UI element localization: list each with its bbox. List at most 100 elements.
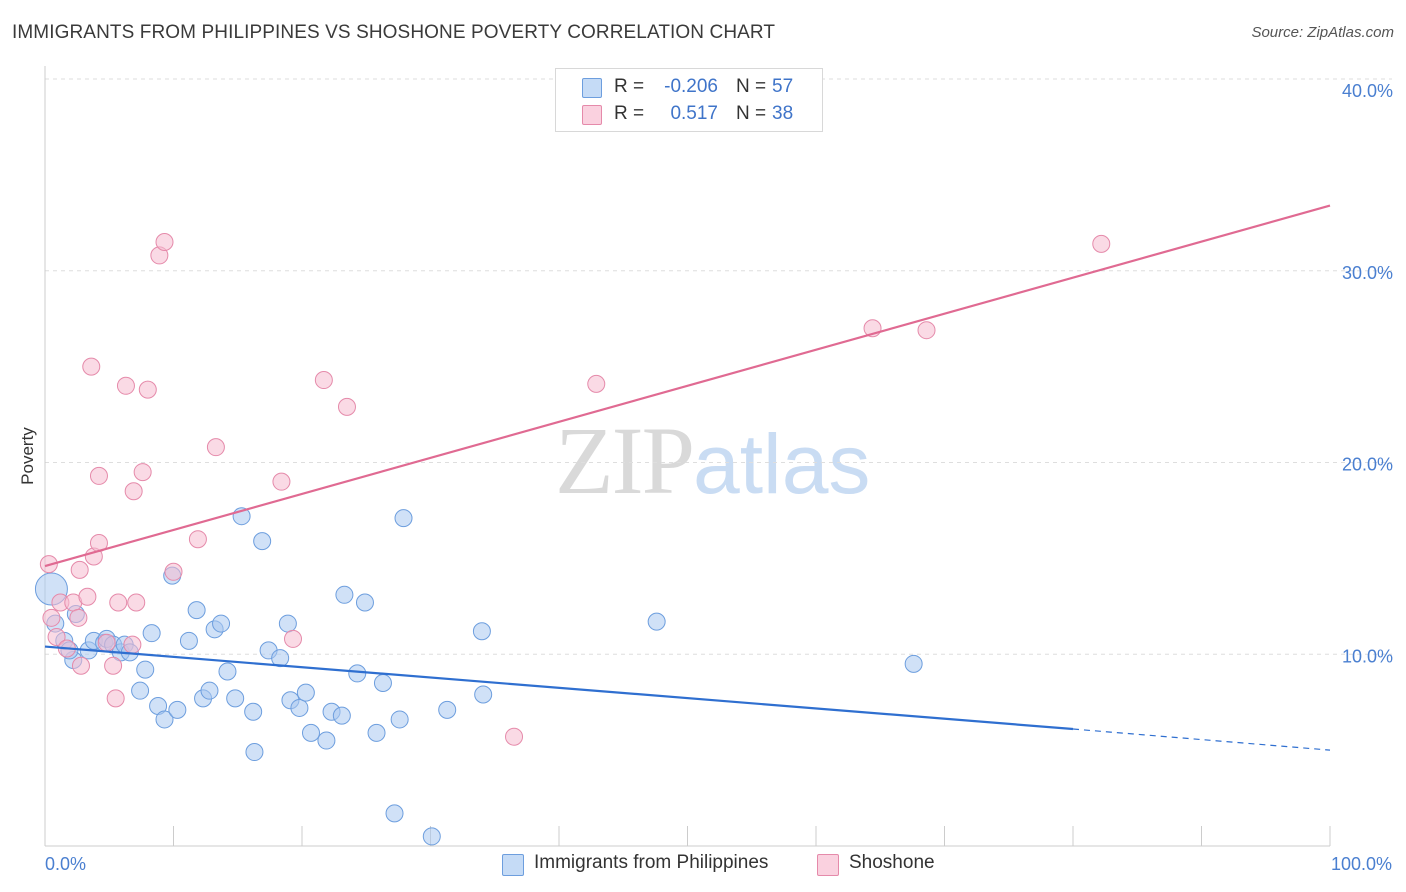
point-philippines xyxy=(136,660,155,679)
point-philippines xyxy=(367,723,386,742)
chart-title: IMMIGRANTS FROM PHILIPPINES VS SHOSHONE … xyxy=(12,22,776,43)
axis-labels: 10.0% 20.0% 30.0% 40.0% 0.0% 100.0% Poverty xyxy=(18,81,1393,874)
point-philippines xyxy=(218,662,237,681)
legend-n-value: 38 xyxy=(772,103,794,124)
legend-swatch-pink xyxy=(582,105,602,125)
point-shoshone xyxy=(97,633,116,652)
trend-line-shoshone xyxy=(44,204,1331,568)
axes xyxy=(44,66,1331,847)
point-philippines xyxy=(474,685,493,704)
point-philippines xyxy=(373,674,392,693)
point-shoshone xyxy=(82,357,101,376)
legend-r-value: 0.517 xyxy=(670,103,718,124)
point-shoshone xyxy=(104,656,123,675)
x-tick-label: 0.0% xyxy=(45,854,86,874)
point-philippines xyxy=(390,710,409,729)
point-shoshone xyxy=(127,593,146,612)
point-shoshone xyxy=(71,656,90,675)
point-philippines xyxy=(200,681,219,700)
point-shoshone xyxy=(138,380,157,399)
point-philippines xyxy=(472,622,491,641)
point-shoshone xyxy=(42,608,61,627)
point-philippines xyxy=(253,532,272,551)
watermark: ZIPatlas xyxy=(555,405,870,516)
trend-lines xyxy=(44,204,1331,751)
point-shoshone xyxy=(116,376,135,395)
point-shoshone xyxy=(123,635,142,654)
point-shoshone xyxy=(1092,234,1111,253)
point-shoshone xyxy=(69,608,88,627)
y-axis-label: Poverty xyxy=(18,427,37,485)
point-philippines xyxy=(296,683,315,702)
bottom-legend-swatch-pink xyxy=(817,854,839,876)
point-philippines xyxy=(290,698,309,717)
y-tick-label: 30.0% xyxy=(1342,263,1393,283)
point-shoshone xyxy=(124,482,143,501)
point-shoshone xyxy=(917,321,936,340)
chart-source: Source: ZipAtlas.com xyxy=(1251,24,1394,41)
legend-r-value: -0.206 xyxy=(664,76,718,97)
point-shoshone xyxy=(337,397,356,416)
point-philippines xyxy=(348,664,367,683)
point-philippines xyxy=(142,624,161,643)
correlation-legend: R = -0.206 N = 57 R = 0.517 N = 38 xyxy=(555,68,823,132)
point-philippines xyxy=(332,706,351,725)
point-philippines xyxy=(317,731,336,750)
point-shoshone xyxy=(109,593,128,612)
point-philippines xyxy=(212,614,231,633)
point-shoshone xyxy=(272,472,291,491)
data-points xyxy=(34,232,1111,846)
y-tick-label: 10.0% xyxy=(1342,646,1393,666)
point-shoshone xyxy=(89,466,108,485)
point-philippines xyxy=(179,631,198,650)
legend-row-philippines: R = -0.206 N = 57 xyxy=(556,74,822,100)
point-shoshone xyxy=(206,438,225,457)
legend-row-shoshone: R = 0.517 N = 38 xyxy=(556,101,822,127)
bottom-legend-label: Shoshone xyxy=(849,852,935,873)
legend-r-label: R = xyxy=(614,76,645,97)
bottom-legend-swatch-blue xyxy=(502,854,524,876)
x-tick-label: 100.0% xyxy=(1331,854,1392,874)
point-philippines xyxy=(301,723,320,742)
point-philippines xyxy=(438,700,457,719)
point-shoshone xyxy=(284,629,303,648)
point-shoshone xyxy=(133,463,152,482)
point-shoshone xyxy=(155,232,174,251)
point-philippines xyxy=(422,827,441,846)
y-tick-label: 40.0% xyxy=(1342,81,1393,101)
point-philippines xyxy=(385,804,404,823)
watermark-atlas: atlas xyxy=(693,417,871,511)
legend-r-label: R = xyxy=(614,103,645,124)
legend-n-value: 57 xyxy=(772,76,794,97)
point-philippines xyxy=(168,700,187,719)
point-shoshone xyxy=(70,560,89,579)
trend-line-philippines xyxy=(44,645,1074,731)
point-philippines xyxy=(335,585,354,604)
point-shoshone xyxy=(314,371,333,390)
point-philippines xyxy=(355,593,374,612)
point-shoshone xyxy=(188,530,207,549)
legend-n-label: N = xyxy=(736,76,767,97)
legend-swatch-blue xyxy=(582,78,602,98)
point-philippines xyxy=(904,654,923,673)
trend-line-philippines-extension xyxy=(1072,728,1331,751)
point-shoshone xyxy=(47,627,66,646)
point-philippines xyxy=(394,509,413,528)
point-philippines xyxy=(271,649,290,668)
point-philippines xyxy=(245,743,264,762)
watermark-zip: ZIP xyxy=(555,407,695,514)
point-philippines xyxy=(155,710,174,729)
point-shoshone xyxy=(164,562,183,581)
point-philippines xyxy=(131,681,150,700)
point-shoshone xyxy=(587,374,606,393)
point-shoshone xyxy=(505,727,524,746)
point-philippines xyxy=(187,601,206,620)
grid-lines xyxy=(45,78,1392,655)
y-tick-label: 20.0% xyxy=(1342,455,1393,475)
point-shoshone xyxy=(78,587,97,606)
point-philippines xyxy=(278,614,297,633)
point-philippines xyxy=(226,689,245,708)
point-philippines xyxy=(244,702,263,721)
bottom-legend-label: Immigrants from Philippines xyxy=(534,852,769,873)
